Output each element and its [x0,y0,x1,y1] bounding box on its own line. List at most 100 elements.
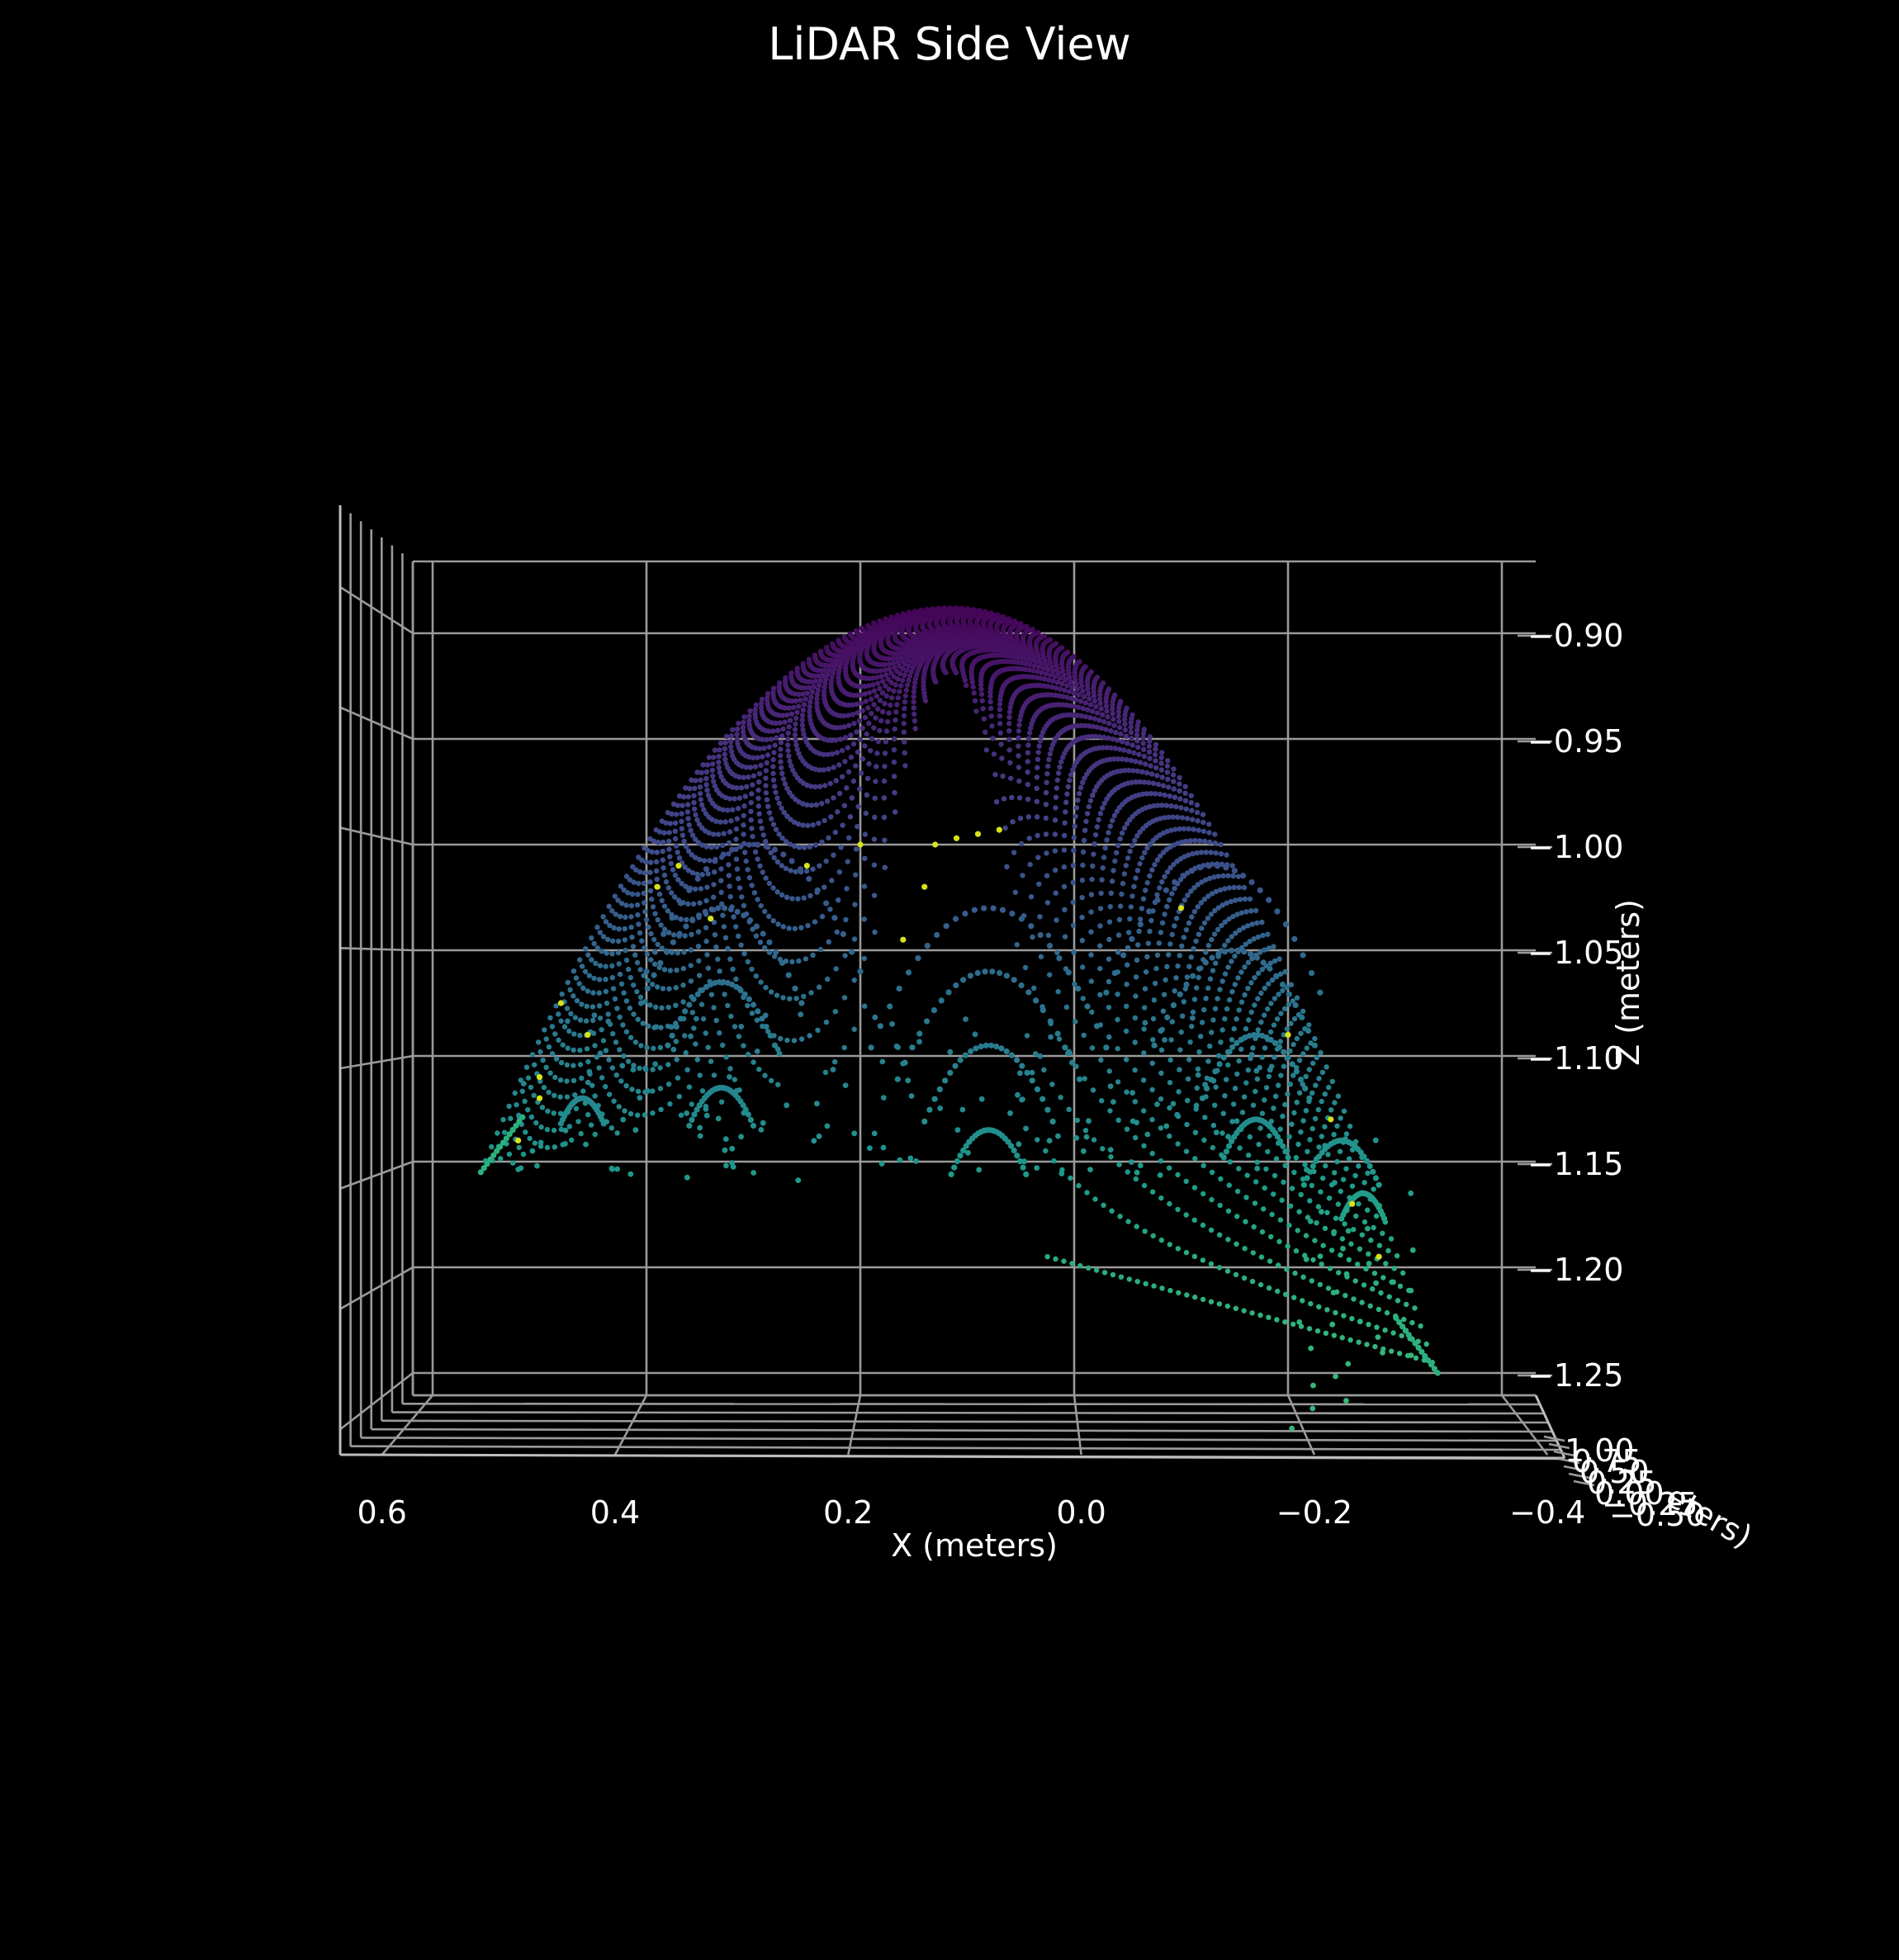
lidar-point-2447 [988,643,994,649]
lidar-point-4195 [534,1162,540,1169]
lidar-point-488 [1300,1051,1306,1057]
lidar-point-1742 [599,1075,605,1081]
z-gridline-left-6 [339,1266,414,1310]
lidar-point-2056 [1262,1185,1267,1191]
lidar-point-1600 [817,682,822,689]
lidar-point-1924 [793,721,798,727]
lidar-point-3439 [1099,1098,1105,1104]
lidar-point-2485 [696,958,702,964]
lidar-point-1841 [651,961,658,968]
lidar-point-4308 [1225,1134,1231,1140]
lidar-point-159 [495,1130,500,1136]
lidar-point-1865 [1215,996,1220,1001]
lidar-point-1984 [1082,722,1088,729]
lidar-point-435 [710,761,716,767]
lidar-point-1170 [1305,1148,1310,1155]
lidar-point-2647 [658,1106,664,1113]
lidar-point-3144 [831,765,836,770]
lidar-point-3118 [1054,777,1061,784]
lidar-point-189 [1260,932,1266,939]
lidar-point-3195 [854,729,860,735]
lidar-point-1070 [1125,741,1130,746]
lidar-point-3173 [1045,763,1051,769]
lidar-point-654 [1172,794,1178,800]
lidar-point-600 [611,925,617,931]
lidar-point-1874 [1150,837,1156,844]
lidar-point-3981 [1225,1143,1233,1149]
lidar-point-1049 [1262,1012,1267,1018]
lidar-point-942 [1104,708,1110,714]
lidar-point-4294 [1213,1129,1219,1136]
lidar-point-1396 [618,981,625,987]
lidar-point-3961 [1277,1138,1284,1144]
lidar-point-2738 [1096,817,1101,823]
lidar-point-3696 [971,690,977,696]
lidar-point-509 [1171,786,1177,792]
lidar-point-1115 [831,657,837,664]
lidar-point-3307 [1151,1283,1157,1289]
lidar-point-3577 [1093,1267,1100,1273]
lidar-point-35 [1224,852,1229,858]
lidar-point-1718 [766,744,772,750]
lidar-point-2224 [711,882,717,888]
lidar-point-3046 [1192,1295,1198,1300]
lidar-point-3956 [651,949,659,955]
lidar-point-1014 [642,900,647,906]
lidar-point-1018 [615,949,622,956]
lidar-point-2763 [894,656,900,661]
lidar-point-2766 [870,675,876,681]
lidar-point-3902 [677,1016,684,1022]
lidar-point-1746 [1323,1330,1329,1337]
lidar-point-1034 [1359,1300,1365,1305]
lidar-point-2739 [1087,798,1094,803]
lidar-point-1304 [1235,975,1241,981]
lidar-point-798 [1154,773,1160,779]
lidar-point-2150 [1261,1206,1267,1212]
lidar-point-1531 [1291,1169,1297,1176]
lidar-point-1444 [1096,717,1102,723]
lidar-point-3553 [1025,814,1032,820]
lidar-point-2215 [778,759,784,765]
lidar-point-2346 [1121,825,1128,831]
lidar-point-1639 [1317,1281,1324,1288]
lidar-point-325 [1376,1243,1383,1248]
lidar-point-3576 [807,1033,812,1039]
lidar-point-782 [1255,970,1262,977]
lidar-point-2327 [1266,1285,1272,1291]
lidar-point-788 [1217,887,1224,893]
lidar-point-2302 [801,731,807,737]
lidar-point-2165 [1149,867,1155,873]
lidar-point-3087 [842,735,849,741]
lidar-point-339 [1291,1016,1298,1022]
lidar-point-28 [1265,931,1271,937]
lidar-point-3851 [887,1003,893,1010]
lidar-point-3920 [708,906,715,913]
lidar-point-2918 [730,966,736,973]
lidar-point-3243 [877,698,883,703]
lidar-point-10 [1371,1186,1376,1192]
lidar-point-1044 [1294,1100,1300,1105]
lidar-point-3037 [770,885,776,891]
lidar-point-1511 [642,945,647,951]
lidar-point-472 [1399,1333,1404,1339]
lidar-point-1711 [815,687,822,693]
lidar-point-2028 [763,768,770,774]
lidar-point-2924 [1208,1299,1215,1304]
lidar-point-4164 [1345,1228,1352,1234]
lidar-point-348 [1237,897,1243,902]
lidar-point-1855 [1286,1222,1292,1229]
lidar-point-3952 [686,887,693,893]
lidar-point-3548 [1073,1063,1079,1069]
lidar-point-2051 [1298,1323,1305,1329]
lidar-point-2149 [1268,1233,1274,1240]
lidar-point-2228 [681,949,687,955]
lidar-point-1367 [813,679,819,684]
lidar-point-2431 [1111,812,1118,819]
lidar-point-3304 [768,989,774,995]
lidar-point-4214 [895,1044,901,1050]
lidar-point-4275 [1021,1158,1027,1165]
lidar-point-3988 [1289,1061,1295,1068]
lidar-point-3945 [746,841,752,848]
lidar-point-1245 [808,679,815,684]
lidar-point-1286 [1356,1339,1362,1345]
